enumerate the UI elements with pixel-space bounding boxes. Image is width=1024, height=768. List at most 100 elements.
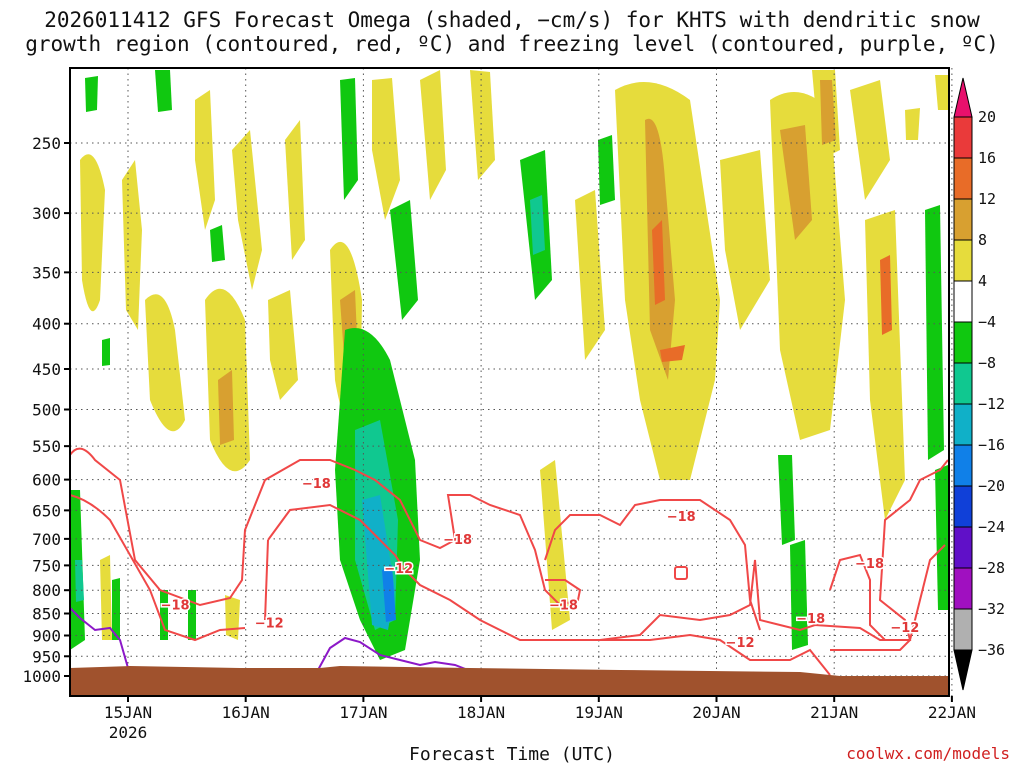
colorbar-segment bbox=[953, 444, 973, 487]
contour-minus18-left bbox=[69, 447, 582, 607]
x-tick-label: 21JAN bbox=[810, 703, 858, 722]
x-tick-label: 19JAN bbox=[575, 703, 623, 722]
colorbar-label: −32 bbox=[978, 600, 1005, 618]
contour-label: −18 bbox=[443, 533, 472, 548]
colorbar-label: −20 bbox=[978, 477, 1005, 495]
title-line-1: 2026011412 GFS Forecast Omega (shaded, −… bbox=[44, 8, 980, 32]
omega-area-yellow bbox=[850, 80, 890, 200]
colorbar-segment bbox=[953, 567, 973, 610]
contour-label: −12 bbox=[726, 636, 755, 651]
colorbar-label: 4 bbox=[978, 272, 987, 290]
omega-peak-shading bbox=[652, 220, 892, 362]
contour-label: −12 bbox=[384, 562, 413, 577]
x-tick-label: 22JAN bbox=[928, 703, 976, 722]
omega-area-green bbox=[598, 135, 615, 205]
colorbar-label: 8 bbox=[978, 231, 987, 249]
y-tick-label: 550 bbox=[32, 437, 61, 456]
title-line-2: growth region (contoured, red, ºC) and f… bbox=[25, 32, 999, 56]
dendritic-contours bbox=[69, 447, 949, 676]
x-tick-label: 17JAN bbox=[339, 703, 387, 722]
colorbar-label: 20 bbox=[978, 108, 996, 126]
freezing-level-contours bbox=[69, 607, 469, 671]
contour-minus12-lower bbox=[264, 539, 831, 676]
omega-area-green bbox=[340, 78, 358, 200]
omega-area-green bbox=[102, 338, 110, 366]
omega-area-orange bbox=[660, 345, 685, 362]
y-tick-label: 900 bbox=[32, 626, 61, 645]
omega-area-yellow bbox=[720, 150, 770, 330]
x-axis-label: Forecast Time (UTC) bbox=[409, 744, 615, 765]
grid-lines bbox=[70, 68, 953, 696]
y-tick-label: 700 bbox=[32, 530, 61, 549]
x-year-label: 2026 bbox=[109, 723, 148, 742]
omega-area-tan bbox=[218, 370, 234, 445]
colorbar-segment bbox=[953, 280, 973, 323]
y-tick-label: 250 bbox=[32, 134, 61, 153]
omega-positive-shading bbox=[80, 70, 948, 640]
chart-title: 2026011412 GFS Forecast Omega (shaded, −… bbox=[0, 8, 1024, 56]
omega-area-yellow bbox=[372, 78, 400, 220]
y-tick-label: 300 bbox=[32, 204, 61, 223]
colorbar-segment bbox=[953, 198, 973, 241]
omega-area-orange bbox=[652, 220, 665, 305]
y-tick-label: 350 bbox=[32, 263, 61, 282]
colorbar-label: −36 bbox=[978, 641, 1005, 659]
omega-area-yellow bbox=[195, 90, 215, 230]
omega-area-yellow bbox=[232, 130, 262, 290]
omega-negative-max-shading bbox=[382, 565, 396, 622]
omega-area-yellow bbox=[905, 108, 920, 140]
credit-text[interactable]: coolwx.com/models bbox=[846, 744, 1010, 763]
x-tick-label: 20JAN bbox=[692, 703, 740, 722]
colorbar: 20 16 12 8 4 −4 −8 −12 −16 −20 −24 −28 −32 −36 bbox=[953, 77, 1005, 691]
omega-area-yellow bbox=[100, 555, 112, 640]
contour-label: −18 bbox=[855, 557, 884, 572]
contour-label: −12 bbox=[255, 616, 284, 631]
colorbar-segment bbox=[953, 608, 973, 651]
colorbar-label: 12 bbox=[978, 190, 996, 208]
omega-area-yellow bbox=[420, 70, 446, 200]
colorbar-label: 16 bbox=[978, 149, 996, 167]
omega-area-teal bbox=[75, 560, 84, 602]
colorbar-label: −8 bbox=[978, 354, 996, 372]
omega-area-blue bbox=[382, 565, 396, 622]
y-tick-label: 800 bbox=[32, 581, 61, 600]
contour-minus18-center bbox=[267, 503, 895, 641]
omega-area-green bbox=[160, 590, 168, 640]
contour-label: −18 bbox=[302, 477, 331, 492]
omega-area-teal bbox=[530, 195, 545, 255]
omega-area-green bbox=[778, 455, 795, 545]
omega-area-tan bbox=[780, 125, 812, 240]
colorbar-label: −4 bbox=[978, 313, 996, 331]
omega-area-green bbox=[935, 465, 948, 610]
omega-area-orange bbox=[880, 255, 892, 335]
colorbar-segment bbox=[953, 362, 973, 405]
plot-frame bbox=[69, 67, 950, 697]
y-axis: 250 300 350 400 450 500 550 600 650 700 750 800 850 9… bbox=[22, 134, 70, 686]
freezing-line-center bbox=[317, 636, 469, 671]
contour-label: −18 bbox=[161, 598, 190, 613]
colorbar-label: −28 bbox=[978, 559, 1005, 577]
contour-labels: −18 −18 −12 −18 −12 −18 −18 −12 −18 −18 −12 bbox=[159, 475, 921, 652]
plot-area bbox=[70, 70, 948, 660]
omega-area-green bbox=[790, 540, 808, 650]
omega-area-yellow bbox=[145, 294, 185, 432]
freezing-line-left bbox=[69, 607, 129, 669]
y-tick-label: 950 bbox=[32, 647, 61, 666]
colorbar-segment bbox=[953, 321, 973, 364]
colorbar-label: −24 bbox=[978, 518, 1005, 536]
omega-area-yellow bbox=[285, 120, 305, 260]
x-axis: 15JAN 16JAN 17JAN 18JAN 19JAN 20JAN 21JAN 22JAN… bbox=[104, 696, 976, 742]
contour-label: −18 bbox=[667, 510, 696, 525]
colorbar-segment bbox=[953, 116, 973, 159]
y-tick-label: 1000 bbox=[22, 667, 61, 686]
omega-area-yellow bbox=[268, 290, 298, 400]
omega-area-green bbox=[85, 76, 98, 112]
omega-area-yellow bbox=[575, 190, 605, 360]
contour-label: −18 bbox=[549, 598, 578, 613]
colorbar-label: −16 bbox=[978, 436, 1005, 454]
omega-area-green bbox=[925, 205, 944, 460]
contour-minus12-left bbox=[69, 494, 246, 642]
colorbar-segment bbox=[953, 526, 973, 569]
colorbar-label: −12 bbox=[978, 395, 1005, 413]
